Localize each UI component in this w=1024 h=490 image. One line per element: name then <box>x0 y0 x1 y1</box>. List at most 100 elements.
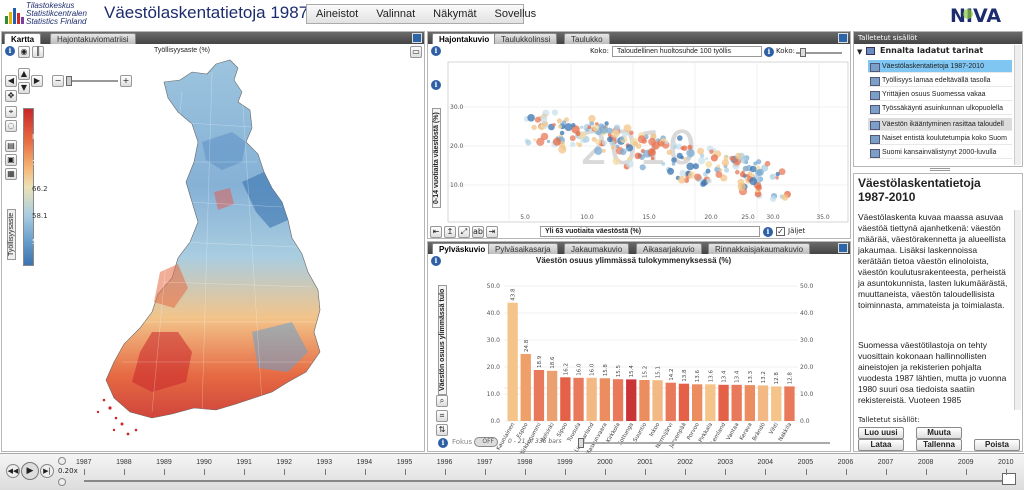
tab-jakaumakuvio[interactable]: Jakaumakuvio <box>564 243 630 254</box>
timeline-year[interactable]: 1994 <box>356 459 373 466</box>
bar-scroll-handle[interactable] <box>578 438 584 448</box>
story-scrollbar[interactable] <box>1014 210 1021 410</box>
story-item[interactable]: Yrittäjien osuus Suomessa vakaa <box>868 88 1012 101</box>
info-icon[interactable]: i <box>764 47 774 57</box>
focus-toggle[interactable]: OFF <box>474 437 498 447</box>
tab-aikasarjakuvio[interactable]: Aikasarjakuvio <box>636 243 702 254</box>
move-tool-icon[interactable]: ✥ <box>5 90 17 102</box>
story-item[interactable]: Työssäkäynti asuinkunnan ulkopuolella <box>868 102 1012 115</box>
info-icon[interactable]: i <box>5 46 15 56</box>
timeline-year[interactable]: 1995 <box>396 459 413 466</box>
timeline-year[interactable]: 1991 <box>236 459 252 466</box>
region-tool-icon[interactable]: ▣ <box>5 154 17 166</box>
pan-left-button[interactable]: ◀ <box>5 75 17 87</box>
bar-zoom-icon[interactable]: ⌕ <box>436 395 448 407</box>
color-variable-select[interactable]: Taloudellinen huoltosuhde 100 työllis <box>612 46 762 57</box>
size-slider-handle[interactable] <box>800 48 806 57</box>
expand-bar-button[interactable] <box>838 243 848 253</box>
scatter-tool-2[interactable]: ↥ <box>444 226 456 238</box>
timeline-handle[interactable] <box>1002 473 1016 485</box>
story-item[interactable]: Naiset entistä koulutetumpia koko Suom <box>868 132 1012 145</box>
trails-checkbox[interactable]: ✓ <box>776 227 785 236</box>
zoom-out-button[interactable]: − <box>52 75 64 87</box>
stories-scrollbar[interactable] <box>1014 45 1021 165</box>
stories-group-toggle-icon[interactable]: ▼ <box>857 48 863 56</box>
pan-down-button[interactable]: ▼ <box>18 82 30 94</box>
rewind-button[interactable]: ◀◀ <box>6 464 20 478</box>
timeline-year[interactable]: 2002 <box>677 459 693 466</box>
info-icon[interactable]: i <box>763 227 773 237</box>
story-item[interactable]: Väestölaskentatietoja 1987-2010 <box>868 60 1012 73</box>
timeline-year[interactable]: 2009 <box>957 459 974 466</box>
pan-up-button[interactable]: ▲ <box>18 68 30 80</box>
lasso-tool-icon[interactable]: ◌ <box>5 120 17 132</box>
scatter-tool-3[interactable]: ⤢ <box>458 226 470 238</box>
bar-crop-icon[interactable]: ⌗ <box>436 410 448 422</box>
step-forward-button[interactable]: ▶| <box>40 464 54 478</box>
select-tool-icon[interactable]: ⌖ <box>5 106 17 118</box>
zoom-slider[interactable] <box>66 80 118 82</box>
timeline-year[interactable]: 2005 <box>797 459 814 466</box>
timeline-year[interactable]: 1992 <box>276 459 292 466</box>
size-slider[interactable] <box>796 52 842 54</box>
story-item[interactable]: Suomi kansainvälistynyt 2000-luvulla <box>868 146 1012 159</box>
timeline-year[interactable]: 2000 <box>597 459 613 466</box>
timeline-year[interactable]: 2004 <box>757 459 774 466</box>
timeline-year[interactable]: 1996 <box>436 459 453 466</box>
print-icon[interactable]: ▭ <box>410 46 422 58</box>
map-bars-icon[interactable]: ║ <box>32 46 44 58</box>
timeline-year[interactable]: 1999 <box>557 459 573 466</box>
menu-sovellus[interactable]: Sovellus <box>494 8 537 20</box>
tab-taulukkolinssi[interactable]: Taulukkolinssi <box>494 33 558 44</box>
bar-scroll-track[interactable] <box>578 442 830 444</box>
info-icon[interactable]: i <box>431 46 441 56</box>
tab-taulukko[interactable]: Taulukko <box>564 33 610 44</box>
timeline-year[interactable]: 1989 <box>156 459 172 466</box>
expand-scatter-button[interactable] <box>838 33 848 43</box>
timeline-year[interactable]: 1993 <box>316 459 333 466</box>
timeline-year[interactable]: 1988 <box>116 459 132 466</box>
delete-button[interactable]: Poista <box>974 439 1020 451</box>
story-item[interactable]: Työllisyys lamaa edeltävällä tasolla <box>868 74 1012 87</box>
panel-splitter[interactable] <box>930 168 950 171</box>
menu-valinnat[interactable]: Valinnat <box>376 8 416 20</box>
info-icon[interactable]: i <box>431 256 441 266</box>
menu-nakymat[interactable]: Näkymät <box>433 8 477 20</box>
save-button[interactable]: Tallenna <box>916 439 962 451</box>
timeline-year[interactable]: 2001 <box>637 459 653 466</box>
story-item[interactable]: Väestön ikääntyminen rasittaa taloudell <box>868 118 1012 131</box>
color-legend-bar[interactable] <box>23 108 34 266</box>
timeline-year[interactable]: 2003 <box>717 459 733 466</box>
timeline-year[interactable]: 1998 <box>516 459 533 466</box>
info-icon[interactable]: i <box>438 438 448 448</box>
scatter-tool-5[interactable]: ⇥ <box>486 226 498 238</box>
scatter-chart[interactable]: 2010 30.0 20.0 10.0 5.0 10.0 15.0 20.0 2… <box>428 32 852 240</box>
play-button[interactable]: ▶ <box>21 462 39 480</box>
tab-hajontakuviomatriisi[interactable]: Hajontakuviomatriisi <box>50 33 136 44</box>
finland-map[interactable] <box>2 32 426 453</box>
bar-sort-icon[interactable]: ⇅ <box>436 424 448 436</box>
timeline-year[interactable]: 1987 <box>76 459 92 466</box>
table-tool-icon[interactable]: ▦ <box>5 168 17 180</box>
timeline-year[interactable]: 2007 <box>877 459 894 466</box>
timeline-year[interactable]: 2008 <box>917 459 934 466</box>
zoom-slider-handle[interactable] <box>66 76 72 86</box>
zoom-in-button[interactable]: + <box>120 75 132 87</box>
speed-down-button[interactable] <box>58 478 66 486</box>
edit-button[interactable]: Muuta <box>916 427 962 439</box>
timeline-year[interactable]: 1997 <box>476 459 493 466</box>
info-icon[interactable]: i <box>431 80 441 90</box>
create-new-button[interactable]: Luo uusi <box>858 427 904 439</box>
timeline-year[interactable]: 2006 <box>837 459 854 466</box>
filter-tool-icon[interactable]: ▤ <box>5 140 17 152</box>
menu-aineistot[interactable]: Aineistot <box>316 8 359 20</box>
scatter-tool-4[interactable]: ab <box>472 226 484 238</box>
timeline-year[interactable]: 1990 <box>196 459 212 466</box>
map-layers-icon[interactable]: ◉ <box>18 46 30 58</box>
bar-chart[interactable]: 50.0 40.0 30.0 20.0 10.0 0.0 50.0 40.0 3… <box>428 242 852 453</box>
scatter-tool-1[interactable]: ⇤ <box>430 226 442 238</box>
tab-pylvasaikasarja[interactable]: Pylväsaikasarja <box>488 243 558 254</box>
pan-right-button[interactable]: ▶ <box>31 75 43 87</box>
x-axis-select[interactable]: Yli 63 vuotiaita väestöstä (%) <box>540 226 760 237</box>
speed-up-button[interactable] <box>58 457 66 465</box>
